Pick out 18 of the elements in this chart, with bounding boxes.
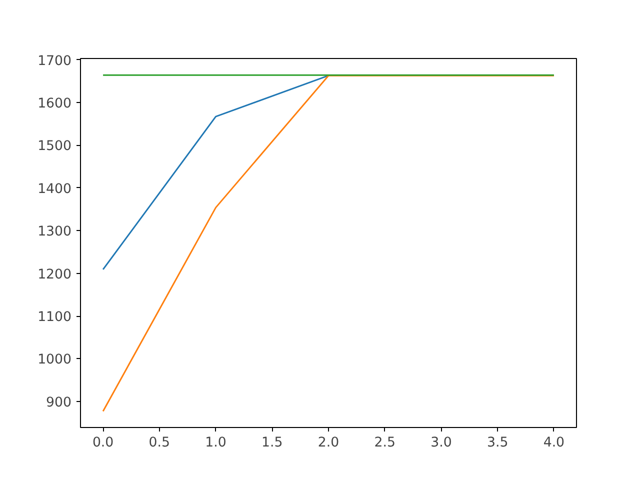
y-tick-label: 1700: [38, 54, 72, 69]
y-tick-label: 1400: [38, 182, 72, 197]
x-tick-label: 4.0: [543, 436, 565, 450]
x-tick-label: 1.5: [262, 436, 283, 450]
x-tick-label: 3.0: [430, 436, 452, 450]
y-tick-label: 900: [46, 395, 72, 410]
y-tick-label: 1300: [38, 224, 72, 240]
x-tick-label: 0.0: [92, 436, 114, 450]
y-tick-label: 1000: [38, 352, 72, 368]
y-tick-label: 1600: [38, 96, 72, 112]
x-tick-label: 2.0: [318, 436, 340, 450]
y-tick-label: 1100: [38, 310, 72, 326]
x-tick-label: 3.5: [486, 436, 508, 450]
x-tick-label: 0.5: [148, 436, 170, 450]
x-tick-label: 2.5: [374, 436, 396, 450]
y-tick-label: 1500: [38, 139, 72, 154]
x-tick-label: 1.0: [205, 436, 226, 450]
y-tick-label: 1200: [38, 267, 72, 282]
